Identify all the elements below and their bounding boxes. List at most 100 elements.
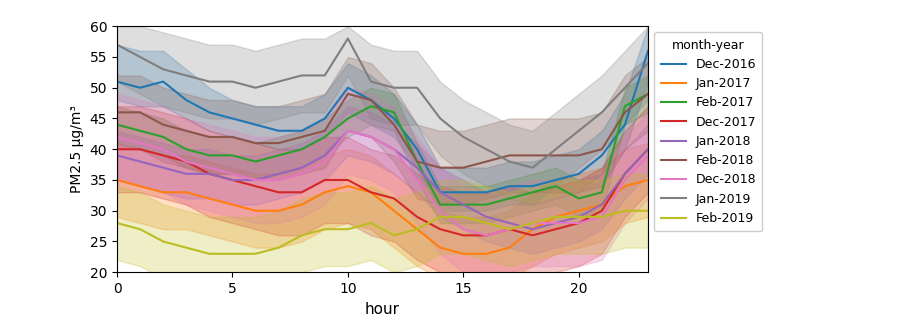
Feb-2017	[343, 116, 354, 120]
Feb-2018	[619, 110, 630, 114]
Jan-2018	[573, 215, 584, 219]
Dec-2018	[389, 147, 400, 151]
Feb-2019	[435, 215, 446, 219]
Dec-2017	[504, 227, 515, 231]
Jan-2017	[112, 178, 122, 182]
Jan-2017	[227, 203, 238, 207]
Jan-2019	[250, 86, 261, 90]
Jan-2017	[504, 246, 515, 250]
Dec-2018	[343, 129, 354, 133]
Dec-2018	[550, 221, 561, 225]
Dec-2018	[181, 159, 192, 163]
Dec-2016	[643, 49, 653, 53]
Jan-2017	[573, 209, 584, 213]
Jan-2019	[227, 80, 238, 84]
Line: Jan-2018: Jan-2018	[117, 131, 648, 229]
Dec-2016	[112, 80, 122, 84]
Dec-2018	[365, 135, 376, 139]
Feb-2018	[481, 159, 491, 163]
Dec-2017	[619, 172, 630, 176]
Dec-2018	[435, 209, 446, 213]
Jan-2018	[320, 154, 330, 157]
Jan-2018	[296, 166, 307, 170]
Dec-2017	[411, 215, 422, 219]
Jan-2019	[181, 73, 192, 77]
Jan-2019	[619, 86, 630, 90]
Dec-2016	[504, 184, 515, 188]
Jan-2019	[597, 110, 608, 114]
Jan-2017	[181, 190, 192, 194]
Dec-2017	[573, 221, 584, 225]
Dec-2017	[343, 178, 354, 182]
Dec-2016	[597, 154, 608, 157]
Feb-2018	[389, 123, 400, 127]
Legend: Dec-2016, Jan-2017, Feb-2017, Dec-2017, Jan-2018, Feb-2018, Dec-2018, Jan-2019, : Dec-2016, Jan-2017, Feb-2017, Dec-2017, …	[654, 32, 762, 231]
Feb-2019	[550, 215, 561, 219]
Dec-2016	[296, 129, 307, 133]
Jan-2018	[643, 147, 653, 151]
Line: Jan-2017: Jan-2017	[117, 180, 648, 254]
Feb-2019	[619, 209, 630, 213]
Feb-2018	[527, 154, 538, 157]
Dec-2017	[597, 209, 608, 213]
Feb-2017	[389, 110, 400, 114]
Dec-2017	[435, 227, 446, 231]
Dec-2017	[458, 234, 469, 237]
Feb-2017	[504, 196, 515, 200]
Dec-2016	[481, 190, 491, 194]
Jan-2019	[435, 116, 446, 120]
Dec-2017	[204, 172, 215, 176]
Dec-2018	[204, 166, 215, 170]
Feb-2019	[411, 227, 422, 231]
Feb-2019	[296, 234, 307, 237]
Feb-2019	[112, 221, 122, 225]
Jan-2018	[181, 172, 192, 176]
Dec-2018	[573, 221, 584, 225]
Jan-2019	[550, 147, 561, 151]
Feb-2017	[227, 154, 238, 157]
Dec-2016	[320, 116, 330, 120]
Jan-2019	[320, 73, 330, 77]
Feb-2018	[274, 141, 284, 145]
Feb-2019	[343, 227, 354, 231]
Jan-2019	[365, 80, 376, 84]
Feb-2017	[181, 147, 192, 151]
Dec-2018	[458, 227, 469, 231]
Dec-2017	[643, 147, 653, 151]
Jan-2019	[343, 36, 354, 40]
Dec-2016	[343, 86, 354, 90]
Jan-2017	[411, 227, 422, 231]
Dec-2016	[274, 129, 284, 133]
Feb-2019	[274, 246, 284, 250]
Feb-2017	[597, 190, 608, 194]
Dec-2018	[227, 172, 238, 176]
Feb-2017	[411, 159, 422, 163]
Line: Dec-2018: Dec-2018	[117, 131, 648, 236]
Feb-2019	[204, 252, 215, 256]
Jan-2017	[320, 190, 330, 194]
Dec-2017	[389, 196, 400, 200]
Jan-2018	[619, 172, 630, 176]
Dec-2016	[389, 116, 400, 120]
Jan-2019	[158, 67, 168, 71]
Feb-2019	[527, 221, 538, 225]
Dec-2017	[112, 147, 122, 151]
Jan-2018	[389, 147, 400, 151]
Jan-2018	[343, 129, 354, 133]
Feb-2019	[227, 252, 238, 256]
Feb-2017	[158, 135, 168, 139]
Dec-2017	[135, 147, 146, 151]
Jan-2018	[435, 190, 446, 194]
Feb-2019	[481, 221, 491, 225]
Dec-2018	[250, 178, 261, 182]
Feb-2019	[365, 221, 376, 225]
Feb-2018	[112, 110, 122, 114]
Dec-2017	[550, 227, 561, 231]
Jan-2019	[573, 129, 584, 133]
Jan-2017	[296, 203, 307, 207]
Jan-2017	[458, 252, 469, 256]
Feb-2018	[227, 135, 238, 139]
Jan-2017	[550, 215, 561, 219]
Line: Dec-2016: Dec-2016	[117, 51, 648, 192]
Jan-2017	[643, 178, 653, 182]
